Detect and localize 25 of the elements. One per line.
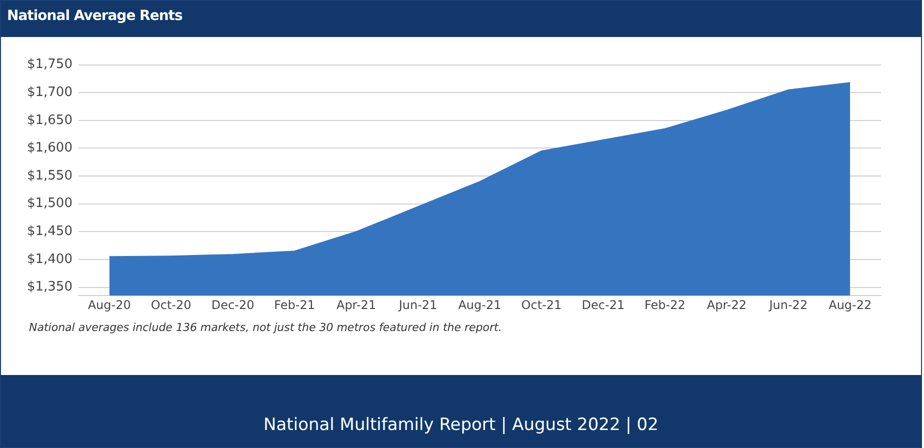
chart-title: National Average Rents [1, 1, 921, 37]
x-tick-label: Jun-21 [398, 298, 438, 312]
y-tick-label: $1,350 [26, 280, 72, 295]
y-tick-label: $1,400 [26, 252, 72, 267]
text: National averages include 136 markets, not just the 30 metros featured in the report. [29, 320, 502, 336]
x-tick-label: Dec-21 [582, 298, 625, 312]
y-tick-label: $1,650 [26, 112, 72, 128]
y-tick-label: $1,550 [26, 168, 72, 184]
y-tick-label: $1,450 [26, 224, 72, 240]
x-tick-label: Feb-22 [644, 298, 686, 312]
x-tick-label: Apr-21 [336, 298, 376, 312]
y-tick-label: $1,700 [26, 84, 72, 100]
x-tick-label: Dec-20 [211, 298, 254, 312]
x-tick-label: Aug-22 [828, 298, 872, 312]
x-tick-label: Apr-22 [706, 298, 746, 312]
x-tick-label: Jun-22 [768, 298, 808, 312]
x-tick-label: Oct-20 [150, 298, 192, 312]
x-tick-label: Oct-21 [521, 298, 562, 312]
x-tick-label: Aug-21 [458, 298, 502, 312]
y-tick-label: $1,500 [26, 196, 72, 212]
y-tick-label: $1,600 [26, 140, 72, 156]
y-tick-label: $1,750 [26, 57, 72, 72]
x-tick-label: Feb-21 [274, 298, 315, 312]
x-tick-label: Aug-20 [88, 298, 131, 312]
text: National Multifamily Report | August 2022 | 02 [1, 375, 921, 447]
